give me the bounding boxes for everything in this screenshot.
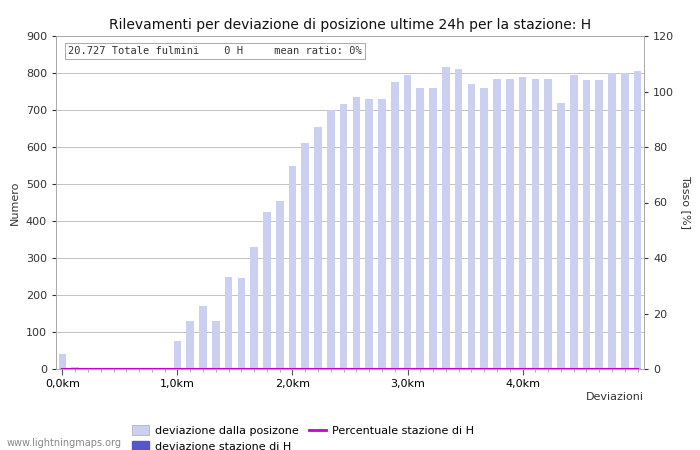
Y-axis label: Numero: Numero: [10, 180, 20, 225]
Bar: [353, 97, 360, 369]
Bar: [237, 279, 245, 369]
Bar: [186, 321, 194, 369]
Bar: [327, 110, 335, 369]
Legend: deviazione dalla posizone, deviazione stazione di H, Percentuale stazione di H: deviazione dalla posizone, deviazione st…: [128, 421, 478, 450]
Bar: [288, 166, 296, 369]
Bar: [455, 69, 463, 369]
Bar: [621, 73, 629, 369]
Y-axis label: Tasso [%]: Tasso [%]: [681, 176, 691, 229]
Bar: [480, 88, 488, 369]
Bar: [84, 368, 92, 369]
Bar: [71, 367, 79, 369]
Bar: [276, 201, 284, 369]
Bar: [596, 81, 603, 369]
Bar: [634, 71, 641, 369]
Bar: [199, 306, 206, 369]
Bar: [378, 99, 386, 369]
Text: www.lightningmaps.org: www.lightningmaps.org: [7, 438, 122, 448]
Bar: [404, 75, 412, 369]
Bar: [110, 368, 118, 369]
Bar: [135, 368, 143, 369]
Bar: [263, 212, 271, 369]
Bar: [174, 341, 181, 369]
Bar: [161, 368, 169, 369]
Bar: [416, 88, 424, 369]
Bar: [251, 247, 258, 369]
Bar: [302, 143, 309, 369]
Bar: [545, 79, 552, 369]
Title: Rilevamenti per deviazione di posizione ultime 24h per la stazione: H: Rilevamenti per deviazione di posizione …: [109, 18, 591, 32]
Bar: [494, 79, 500, 369]
Bar: [97, 368, 104, 369]
Bar: [442, 68, 449, 369]
Bar: [506, 79, 514, 369]
Bar: [340, 104, 347, 369]
Bar: [519, 76, 526, 369]
Bar: [148, 368, 155, 369]
Bar: [314, 126, 322, 369]
Text: 20.727 Totale fulmini    0 H     mean ratio: 0%: 20.727 Totale fulmini 0 H mean ratio: 0%: [68, 46, 361, 56]
Bar: [531, 79, 539, 369]
Bar: [582, 81, 590, 369]
Bar: [468, 84, 475, 369]
Bar: [608, 73, 616, 369]
Bar: [122, 368, 130, 369]
Bar: [429, 88, 437, 369]
Bar: [570, 75, 578, 369]
Bar: [391, 82, 398, 369]
Bar: [557, 103, 565, 369]
Text: Deviazioni: Deviazioni: [586, 392, 644, 402]
Bar: [59, 354, 66, 369]
Bar: [212, 321, 220, 369]
Bar: [225, 276, 232, 369]
Bar: [365, 99, 373, 369]
